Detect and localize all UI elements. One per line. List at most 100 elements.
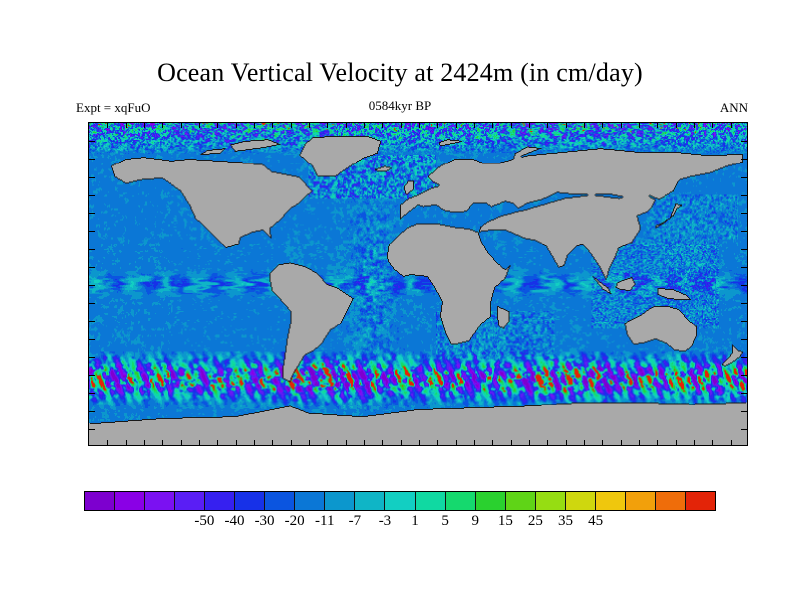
x-axis-tick-mark	[620, 123, 622, 128]
x-axis-tick-mark	[657, 123, 659, 128]
x-axis-tick-mark	[125, 123, 127, 128]
y-axis-tick-mark	[89, 177, 95, 178]
x-axis-tick-mark	[455, 440, 457, 445]
x-axis-tick-mark	[675, 123, 677, 128]
colorbar-cell-8	[325, 492, 356, 510]
y-axis-tick-mark	[89, 357, 95, 358]
y-axis-tick-mark	[741, 357, 747, 358]
y-axis-tick-mark	[89, 159, 95, 160]
colorbar-cell-7	[295, 492, 326, 510]
x-axis-tick-mark	[254, 440, 255, 445]
x-axis-tick-mark	[217, 440, 219, 445]
x-axis-tick-mark	[730, 123, 732, 128]
y-axis-tick-mark	[741, 321, 747, 322]
colorbar-cell-19	[655, 492, 686, 510]
colorbar-tick-9: 9	[471, 513, 479, 529]
y-axis-tick-mark	[741, 303, 747, 304]
x-axis-tick-mark	[327, 440, 329, 445]
colorbar-cell-1	[115, 492, 146, 510]
y-axis-tick-mark	[741, 195, 747, 196]
colorbar-tick-2: -30	[254, 513, 275, 529]
x-axis-tick-mark	[144, 123, 145, 128]
colorbar-cell-11	[415, 492, 446, 510]
x-axis-tick-mark	[584, 440, 585, 445]
x-axis-tick-mark	[492, 123, 494, 128]
y-axis-tick-mark	[89, 411, 95, 412]
x-axis-tick-mark	[235, 123, 237, 128]
y-axis-tick-mark	[741, 177, 747, 178]
colorbar-cell-2	[145, 492, 176, 510]
colorbar-tick-5: -7	[348, 513, 362, 529]
colorbar-cell-14	[505, 492, 536, 510]
x-axis-tick-mark	[290, 123, 292, 128]
colorbar-cell-12	[445, 492, 476, 510]
colorbar-tick-0: -50	[194, 513, 215, 529]
y-axis-tick-mark	[89, 393, 95, 394]
x-axis-tick-mark	[309, 440, 310, 445]
colorbar-cell-4	[205, 492, 236, 510]
x-axis-tick-mark	[565, 123, 567, 128]
experiment-label: Expt = xqFuO	[76, 100, 151, 115]
y-axis-tick-mark	[89, 285, 95, 286]
y-axis-tick-mark	[89, 339, 95, 340]
x-axis-tick-mark	[474, 123, 475, 128]
y-axis-tick-mark	[741, 375, 747, 376]
y-axis-tick-mark	[741, 339, 747, 340]
x-axis-tick-mark	[290, 440, 292, 445]
y-axis-tick-mark	[89, 213, 95, 214]
colorbar-tick-7: 1	[411, 513, 419, 529]
season-label: ANN	[719, 100, 748, 115]
x-axis-tick-mark	[345, 440, 347, 445]
colorbar	[84, 491, 716, 511]
colorbar-cell-5	[235, 492, 266, 510]
x-axis-tick-mark	[400, 123, 402, 128]
x-axis-tick-mark	[199, 440, 200, 445]
x-axis-tick-mark	[235, 440, 237, 445]
x-axis-tick-mark	[437, 123, 439, 128]
x-axis-tick-mark	[694, 440, 695, 445]
colorbar-tick-labels: -50 -40 -30 -20 -11 -7 -3 1 5 9 15 25 35 45	[84, 513, 716, 535]
x-axis-tick-mark	[272, 440, 274, 445]
y-axis-tick-mark	[741, 249, 747, 250]
x-axis-tick-mark	[529, 123, 530, 128]
x-axis-tick-mark	[510, 440, 512, 445]
x-axis-tick-mark	[382, 440, 384, 445]
y-axis-tick-mark	[741, 285, 747, 286]
colorbar-tick-13: 45	[588, 513, 604, 529]
y-axis-tick-mark	[89, 195, 95, 196]
y-axis-tick-mark	[741, 267, 747, 268]
colorbar-cell-18	[625, 492, 656, 510]
colorbar-tick-4: -11	[315, 513, 335, 529]
x-axis-tick-mark	[602, 440, 604, 445]
colorbar-tick-10: 15	[497, 513, 513, 529]
x-axis-tick-mark	[712, 440, 714, 445]
x-axis-tick-mark	[565, 440, 567, 445]
y-axis-tick-mark	[89, 267, 95, 268]
x-axis-tick-mark	[602, 123, 604, 128]
x-axis-tick-mark	[400, 440, 402, 445]
x-axis-tick-mark	[309, 123, 310, 128]
x-axis-tick-mark	[162, 440, 164, 445]
x-axis-tick-mark	[125, 440, 127, 445]
y-axis-tick-mark	[89, 231, 95, 232]
x-axis-tick-mark	[107, 123, 109, 128]
x-axis-tick-mark	[547, 123, 549, 128]
x-axis-tick-mark	[675, 440, 677, 445]
x-axis-tick-mark	[620, 440, 622, 445]
x-axis-tick-mark	[382, 123, 384, 128]
x-axis-tick-mark	[639, 440, 640, 445]
x-axis-tick-mark	[437, 440, 439, 445]
colorbar-tick-3: -20	[284, 513, 305, 529]
y-axis-tick-mark	[741, 429, 747, 430]
x-axis-tick-mark	[327, 123, 329, 128]
y-axis-tick-mark	[741, 231, 747, 232]
x-axis-tick-mark	[657, 440, 659, 445]
x-axis-tick-mark	[730, 440, 732, 445]
map-plot-area: 80N40N040S80S180120W60W060E120E180	[88, 122, 748, 446]
colorbar-tick-11: 25	[527, 513, 543, 529]
y-axis-tick-mark	[741, 159, 747, 160]
page-title: Ocean Vertical Velocity at 2424m (in cm/…	[157, 58, 643, 87]
colorbar-tick-1: -40	[224, 513, 245, 529]
time-period-label: 0584kyr BP	[368, 98, 432, 113]
